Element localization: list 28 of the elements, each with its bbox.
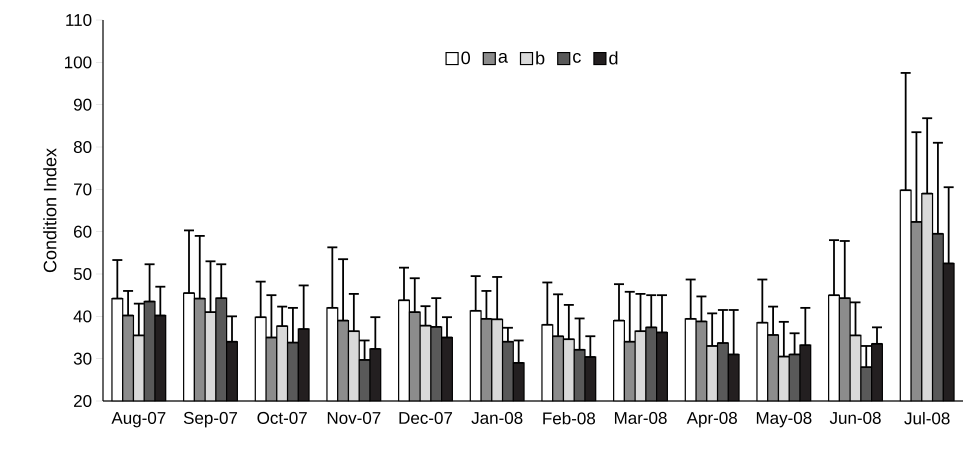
x-tick-label: Jun-08 (830, 412, 881, 424)
legend-label: b (536, 51, 544, 64)
y-tick-label: 50 (74, 268, 92, 280)
y-tick-label: 60 (74, 226, 92, 238)
x-tick-label: Mar-08 (614, 412, 667, 424)
x-tick-label: May-08 (756, 412, 812, 428)
y-tick-label: 100 (65, 56, 92, 68)
y-tick-label: 40 (74, 310, 92, 322)
y-tick-label: 110 (66, 14, 92, 26)
x-tick-label: Jul-08 (904, 412, 950, 424)
legend-label: d (609, 51, 618, 64)
x-tick-label: Dec-07 (400, 412, 452, 424)
x-tick-label: Jan-08 (471, 412, 522, 424)
legend-label: a (498, 52, 508, 63)
y-tick-label: 30 (74, 352, 92, 365)
y-tick-label: 70 (74, 183, 92, 196)
y-tick-label: 80 (74, 140, 92, 154)
x-tick-label: Sep-07 (184, 412, 238, 428)
y-tick-label: 20 (74, 394, 92, 408)
x-tick-label: Apr-08 (686, 412, 737, 428)
x-tick-label: Oct-07 (257, 412, 307, 424)
y-axis-title: Condition Index (43, 148, 56, 272)
x-tick-label: Nov-07 (328, 412, 380, 424)
x-tick-label: Feb-08 (543, 412, 596, 424)
x-tick-label: Aug-07 (111, 412, 166, 428)
legend-label: 0 (461, 52, 470, 64)
y-tick-label: 90 (74, 98, 92, 111)
legend-label: c (573, 52, 581, 63)
